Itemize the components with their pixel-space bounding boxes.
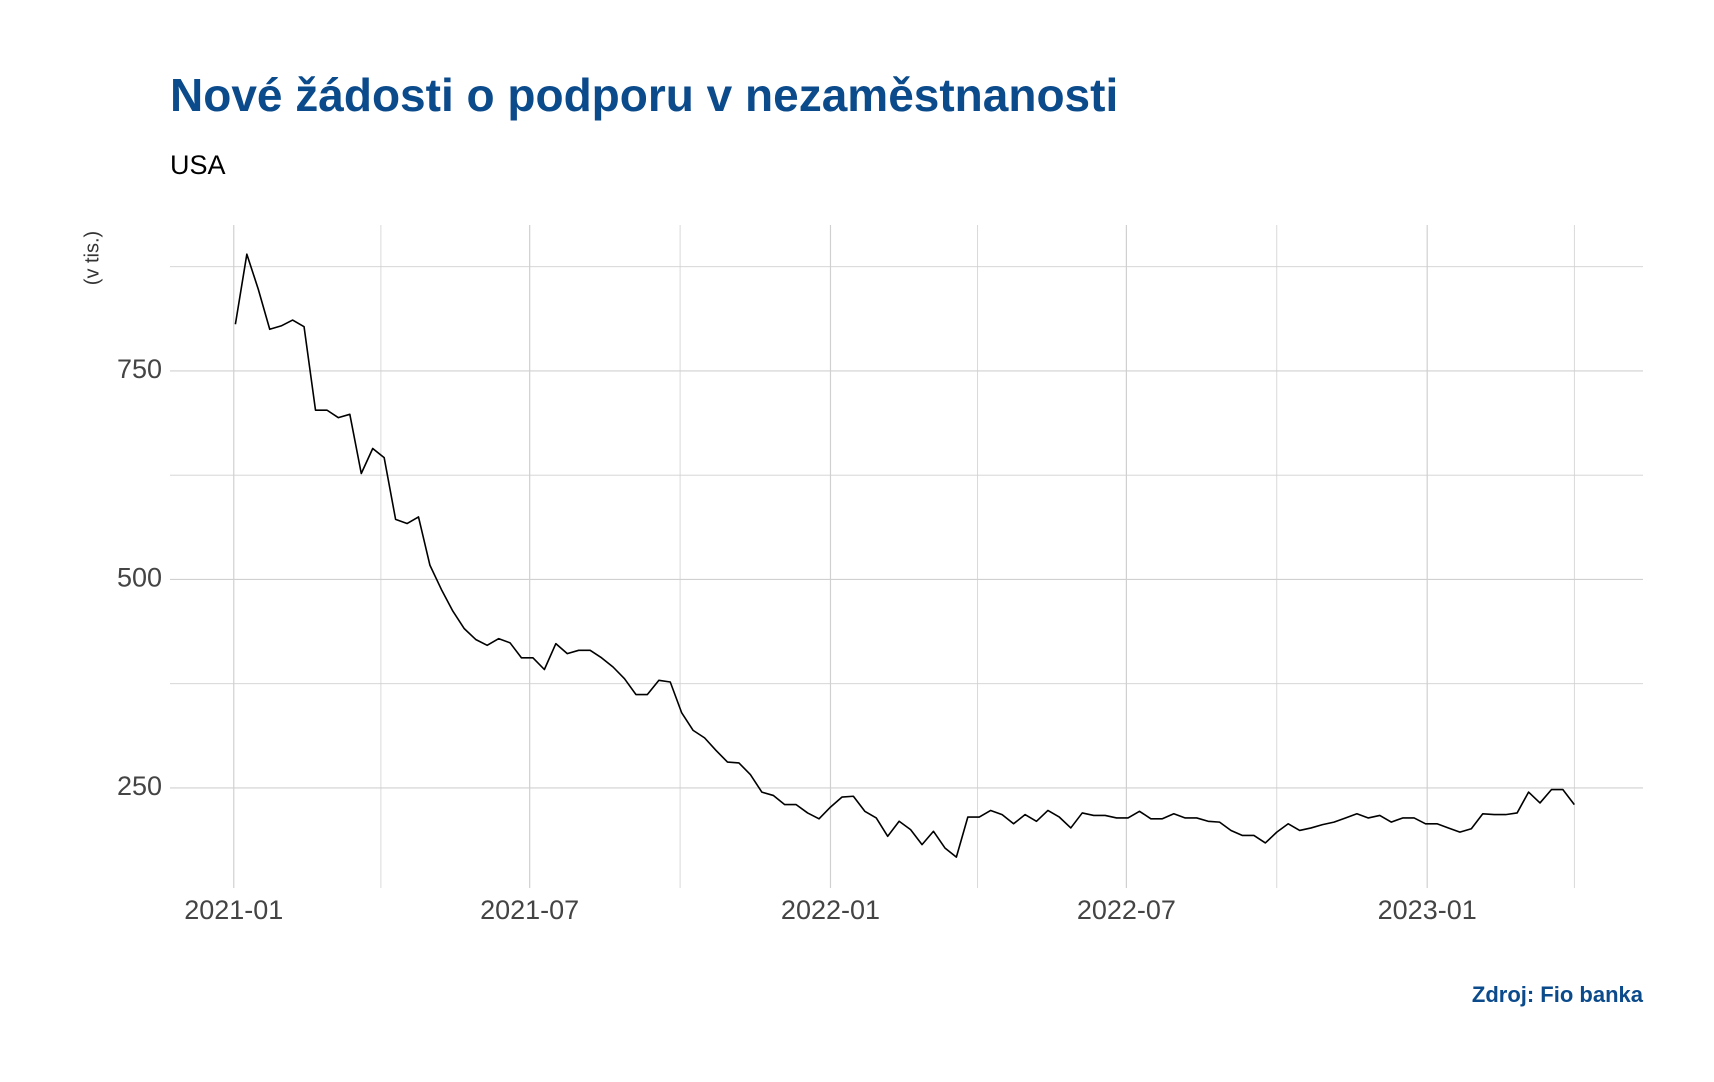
y-tick-label: 500 [117,563,162,593]
y-axis-label: (v tis.) [81,231,103,285]
chart-title: Nové žádosti o podporu v nezaměstnanosti [170,69,1118,121]
x-tick-label: 2021-07 [480,895,579,925]
chart-subtitle: USA [170,150,226,180]
x-tick-label: 2023-01 [1378,895,1477,925]
y-tick-label: 750 [117,354,162,384]
x-tick-label: 2022-07 [1077,895,1176,925]
data-line [234,253,1575,858]
source-note: Zdroj: Fio banka [1472,982,1644,1007]
y-tick-label: 250 [117,771,162,801]
x-tick-label: 2021-01 [184,895,283,925]
x-tick-label: 2022-01 [781,895,880,925]
